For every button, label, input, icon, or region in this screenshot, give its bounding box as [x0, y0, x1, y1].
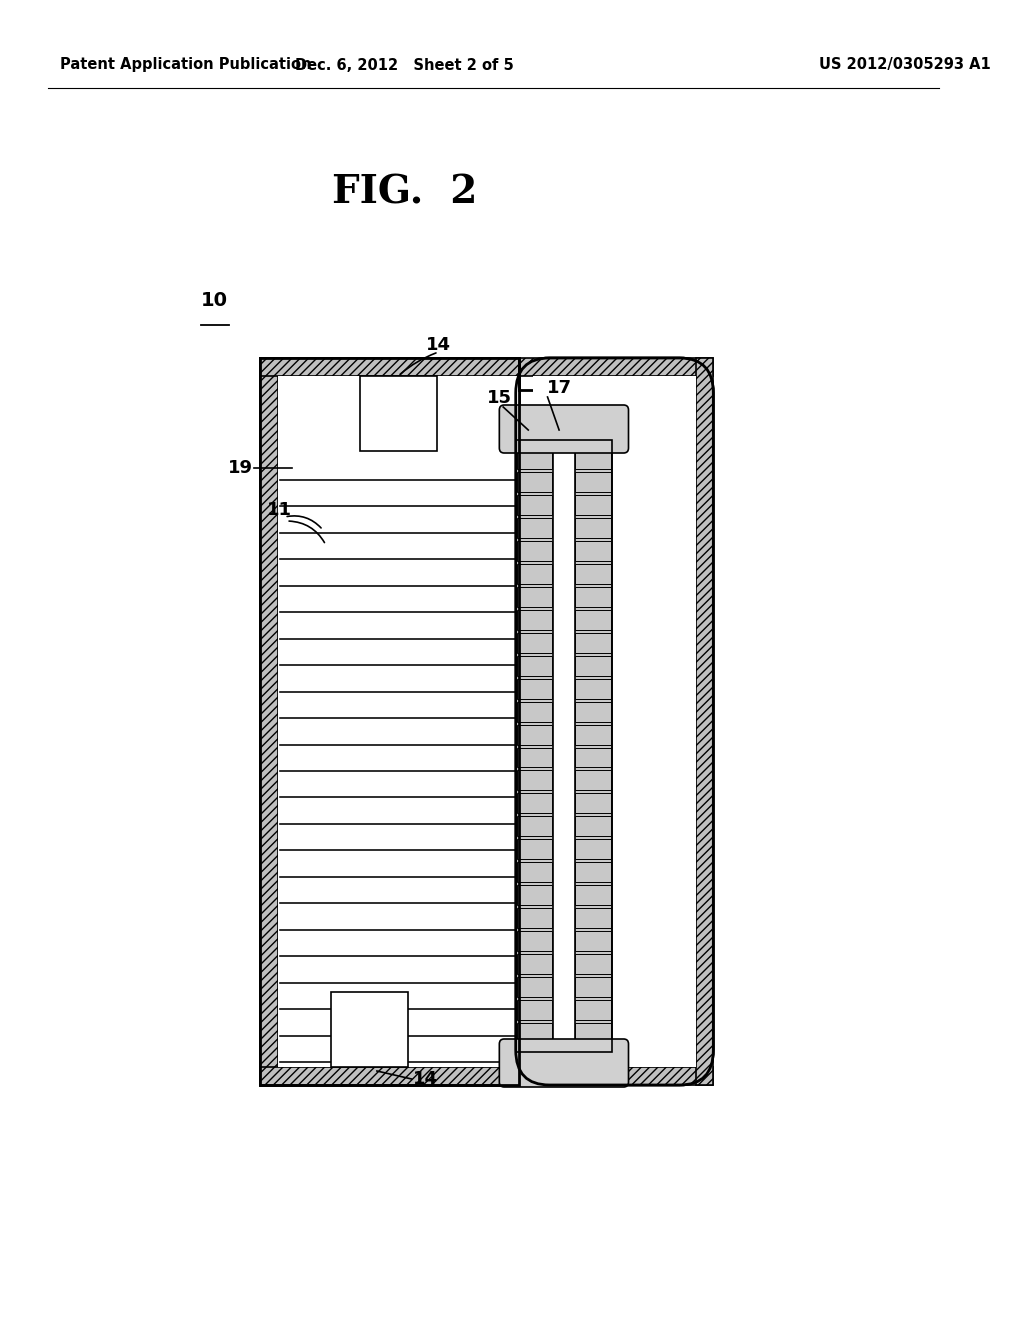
Bar [516, 440, 612, 1052]
Bar [331, 993, 408, 1067]
Bar [517, 771, 552, 791]
Bar [260, 358, 518, 1085]
Bar [575, 954, 611, 974]
Bar [517, 702, 552, 722]
Bar [278, 475, 520, 1067]
Text: 17: 17 [547, 379, 571, 397]
Bar [260, 1067, 518, 1085]
Bar [575, 977, 611, 997]
Text: 15: 15 [486, 389, 512, 407]
Text: FIG.  2: FIG. 2 [332, 173, 477, 211]
Bar [517, 725, 552, 744]
Bar [575, 725, 611, 744]
Bar [260, 358, 518, 1085]
Bar [696, 358, 714, 1085]
Bar [575, 862, 611, 882]
Bar [575, 678, 611, 698]
Text: 19: 19 [227, 459, 253, 477]
Bar [260, 358, 278, 1085]
Bar [517, 793, 552, 813]
Bar [359, 376, 436, 451]
Text: 14: 14 [426, 337, 452, 354]
Bar [575, 632, 611, 653]
Bar [575, 840, 611, 859]
Bar [517, 816, 552, 836]
Bar [534, 376, 696, 1067]
Bar [260, 358, 518, 376]
FancyBboxPatch shape [500, 1039, 629, 1086]
FancyBboxPatch shape [516, 358, 714, 1085]
Bar [575, 541, 611, 561]
Bar [517, 564, 552, 583]
Text: Dec. 6, 2012   Sheet 2 of 5: Dec. 6, 2012 Sheet 2 of 5 [296, 58, 514, 73]
Bar [517, 656, 552, 676]
Bar [516, 358, 714, 376]
Bar [575, 771, 611, 791]
Bar [517, 977, 552, 997]
Bar [575, 519, 611, 539]
Bar [575, 884, 611, 906]
Bar [575, 610, 611, 630]
Bar [517, 450, 552, 470]
Bar [575, 564, 611, 583]
Bar [517, 1023, 552, 1043]
Bar [517, 473, 552, 492]
Bar [517, 862, 552, 882]
Bar [575, 793, 611, 813]
Text: 14: 14 [413, 1071, 437, 1088]
Bar [575, 495, 611, 515]
Bar [575, 450, 611, 470]
Bar [517, 931, 552, 950]
Bar [575, 747, 611, 767]
Bar [517, 999, 552, 1019]
Bar [517, 519, 552, 539]
Bar [575, 587, 611, 607]
FancyBboxPatch shape [500, 405, 629, 453]
Bar [517, 495, 552, 515]
Bar [575, 816, 611, 836]
Bar [516, 440, 612, 1052]
Bar [575, 473, 611, 492]
Bar [575, 1023, 611, 1043]
Bar [517, 678, 552, 698]
Text: Patent Application Publication: Patent Application Publication [59, 58, 311, 73]
Bar [517, 908, 552, 928]
Bar [516, 1067, 714, 1085]
Bar [517, 747, 552, 767]
Text: 11: 11 [267, 502, 292, 519]
Bar [278, 376, 518, 1067]
Bar [517, 587, 552, 607]
Bar [575, 702, 611, 722]
Bar [575, 908, 611, 928]
Bar [575, 656, 611, 676]
Bar [517, 541, 552, 561]
Bar [517, 840, 552, 859]
Bar [575, 999, 611, 1019]
Bar [517, 610, 552, 630]
Text: US 2012/0305293 A1: US 2012/0305293 A1 [819, 58, 991, 73]
Bar [517, 954, 552, 974]
Bar [575, 931, 611, 950]
Text: 10: 10 [201, 290, 227, 310]
Bar [517, 884, 552, 906]
Bar [517, 632, 552, 653]
Bar [553, 450, 574, 1041]
